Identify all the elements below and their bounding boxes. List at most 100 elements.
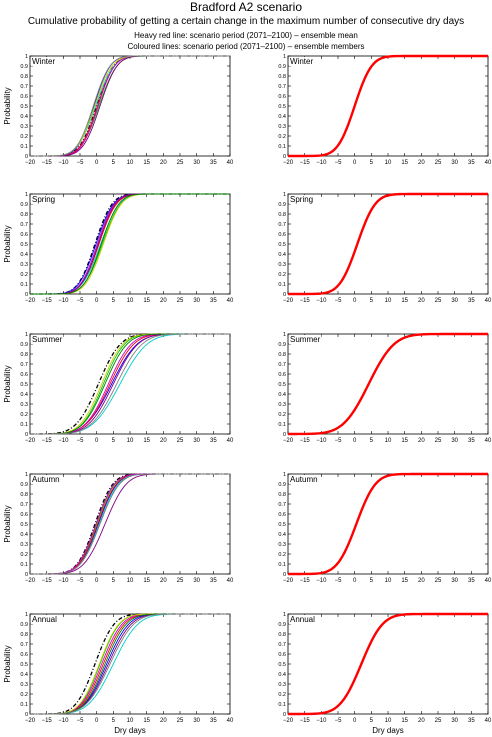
y-tick-label: 0.2: [20, 134, 28, 140]
member-line-5: [30, 193, 230, 295]
y-tick-label: 0.5: [278, 104, 286, 110]
x-tick-label: 15: [401, 718, 408, 724]
x-tick-label: −10: [316, 718, 327, 724]
y-tick-label: 0.8: [278, 74, 286, 80]
x-tick-label: −15: [300, 438, 311, 444]
y-tick-label: 0.1: [20, 702, 28, 708]
y-tick-label: 0.1: [278, 144, 286, 150]
member-line-9: [30, 613, 230, 715]
x-tick-label: 40: [485, 160, 492, 166]
member-line-5: [30, 333, 230, 435]
member-line-2: [30, 333, 230, 435]
panel-winter-right: −20 −15 −10 −5 0 5 10 15 20 25 30 35 40 0 0.1 0.2 0.3 0.4…: [278, 54, 492, 166]
season-label: Annual: [32, 615, 57, 624]
y-tick-label: 0.7: [278, 362, 286, 368]
y-tick-label: 0.6: [20, 94, 28, 100]
panel-summer-right: −20 −15 −10 −5 0 5 10 15 20 25 30 35 40 0 0.1 0.2 0.3 0.4…: [278, 332, 492, 444]
y-tick-label: 0.5: [278, 522, 286, 528]
y-tick-label: 1: [25, 192, 28, 198]
x-tick-label: 5: [370, 298, 374, 304]
y-tick-label: 0.9: [278, 202, 286, 208]
y-tick-label: 0.2: [20, 552, 28, 558]
season-label-bg: [31, 615, 58, 624]
x-tick-label: 25: [435, 578, 442, 584]
figure-subtitle: Cumulative probability of getting a cert…: [27, 16, 465, 27]
y-axis-label: Probability: [3, 225, 12, 262]
axes-frame: [287, 193, 489, 295]
x-axis-label: Dry days: [372, 726, 404, 735]
member-line-6: [30, 193, 230, 295]
x-tick-label: −15: [42, 160, 53, 166]
x-tick-label: −10: [58, 160, 69, 166]
y-tick-label: 0: [283, 292, 286, 298]
y-tick-label: 0.4: [20, 532, 28, 538]
member-line-1: [30, 613, 230, 715]
ensemble-mean-line: [288, 472, 488, 576]
x-tick-label: −20: [283, 298, 294, 304]
x-tick-label: −15: [300, 298, 311, 304]
x-tick-label: 15: [401, 298, 408, 304]
x-tick-label: 15: [143, 438, 150, 444]
x-tick-label: 20: [160, 438, 167, 444]
panel-annual-right: −20 −15 −10 −5 0 5 10 15 20 25 30 35 40 0 0.1 0.2 0.3 0.4…: [278, 612, 492, 735]
x-tick-label: −5: [77, 578, 85, 584]
season-label: Autumn: [32, 475, 60, 484]
x-tick-label: −10: [316, 160, 327, 166]
y-axis-label: Probability: [3, 645, 12, 682]
y-tick-label: 0.6: [278, 232, 286, 238]
x-tick-label: 5: [112, 160, 116, 166]
y-tick-label: 0: [283, 154, 286, 160]
x-tick-label: 10: [127, 298, 134, 304]
member-line-3: [30, 55, 230, 157]
member-line-2: [30, 193, 230, 295]
member-line-2: [30, 55, 230, 157]
x-tick-label: 0: [353, 438, 357, 444]
y-tick-label: 0.5: [278, 662, 286, 668]
ensemble-mean-line: [288, 54, 488, 158]
x-tick-label: 30: [451, 578, 458, 584]
x-tick-label: −5: [77, 438, 85, 444]
y-tick-label: 0.2: [20, 692, 28, 698]
y-tick-label: 0.5: [278, 382, 286, 388]
y-tick-label: 0.3: [20, 402, 28, 408]
season-label-bg: [31, 475, 61, 484]
season-label-bg: [289, 335, 322, 344]
x-tick-label: 15: [143, 160, 150, 166]
y-tick-label: 0.8: [20, 632, 28, 638]
x-tick-label: 15: [143, 298, 150, 304]
member-line-10: [30, 613, 230, 715]
x-tick-label: 15: [143, 578, 150, 584]
x-tick-label: 20: [418, 578, 425, 584]
x-tick-label: 25: [435, 718, 442, 724]
figure-title: Bradford A2 scenario: [189, 0, 303, 14]
panel-annual-left: −20 −15 −10 −5 0 5 10 15 20 25 30 35 40 0 0.1 0.2 0.3 0.4…: [3, 612, 234, 735]
member-line-1: [30, 55, 230, 157]
x-tick-label: −20: [25, 578, 36, 584]
member-line-7: [30, 613, 230, 715]
x-tick-label: 0: [95, 718, 99, 724]
member-line-1: [29, 333, 230, 435]
y-tick-label: 1: [283, 192, 286, 198]
member-line-6: [30, 473, 230, 575]
x-tick-label: 5: [370, 160, 374, 166]
ensemble-mean-line: [288, 332, 488, 436]
member-line-4: [30, 613, 230, 715]
x-tick-label: −20: [283, 438, 294, 444]
x-tick-label: −15: [42, 298, 53, 304]
y-tick-label: 1: [25, 54, 28, 60]
y-tick-label: 0.5: [20, 522, 28, 528]
y-tick-label: 0.1: [20, 562, 28, 568]
x-tick-label: −15: [42, 578, 53, 584]
x-tick-label: 40: [227, 718, 234, 724]
x-tick-label: 35: [210, 160, 217, 166]
member-line-6: [30, 55, 230, 157]
x-tick-label: 40: [227, 298, 234, 304]
member-line-3: [30, 333, 230, 435]
panel-autumn-right: −20 −15 −10 −5 0 5 10 15 20 25 30 35 40 0 0.1 0.2 0.3 0.4…: [278, 472, 492, 584]
x-tick-label: 20: [160, 160, 167, 166]
y-tick-label: 0.2: [278, 552, 286, 558]
member-line-8: [30, 473, 230, 575]
y-tick-label: 0.7: [278, 84, 286, 90]
x-tick-label: 35: [210, 718, 217, 724]
y-tick-label: 0.1: [278, 562, 286, 568]
